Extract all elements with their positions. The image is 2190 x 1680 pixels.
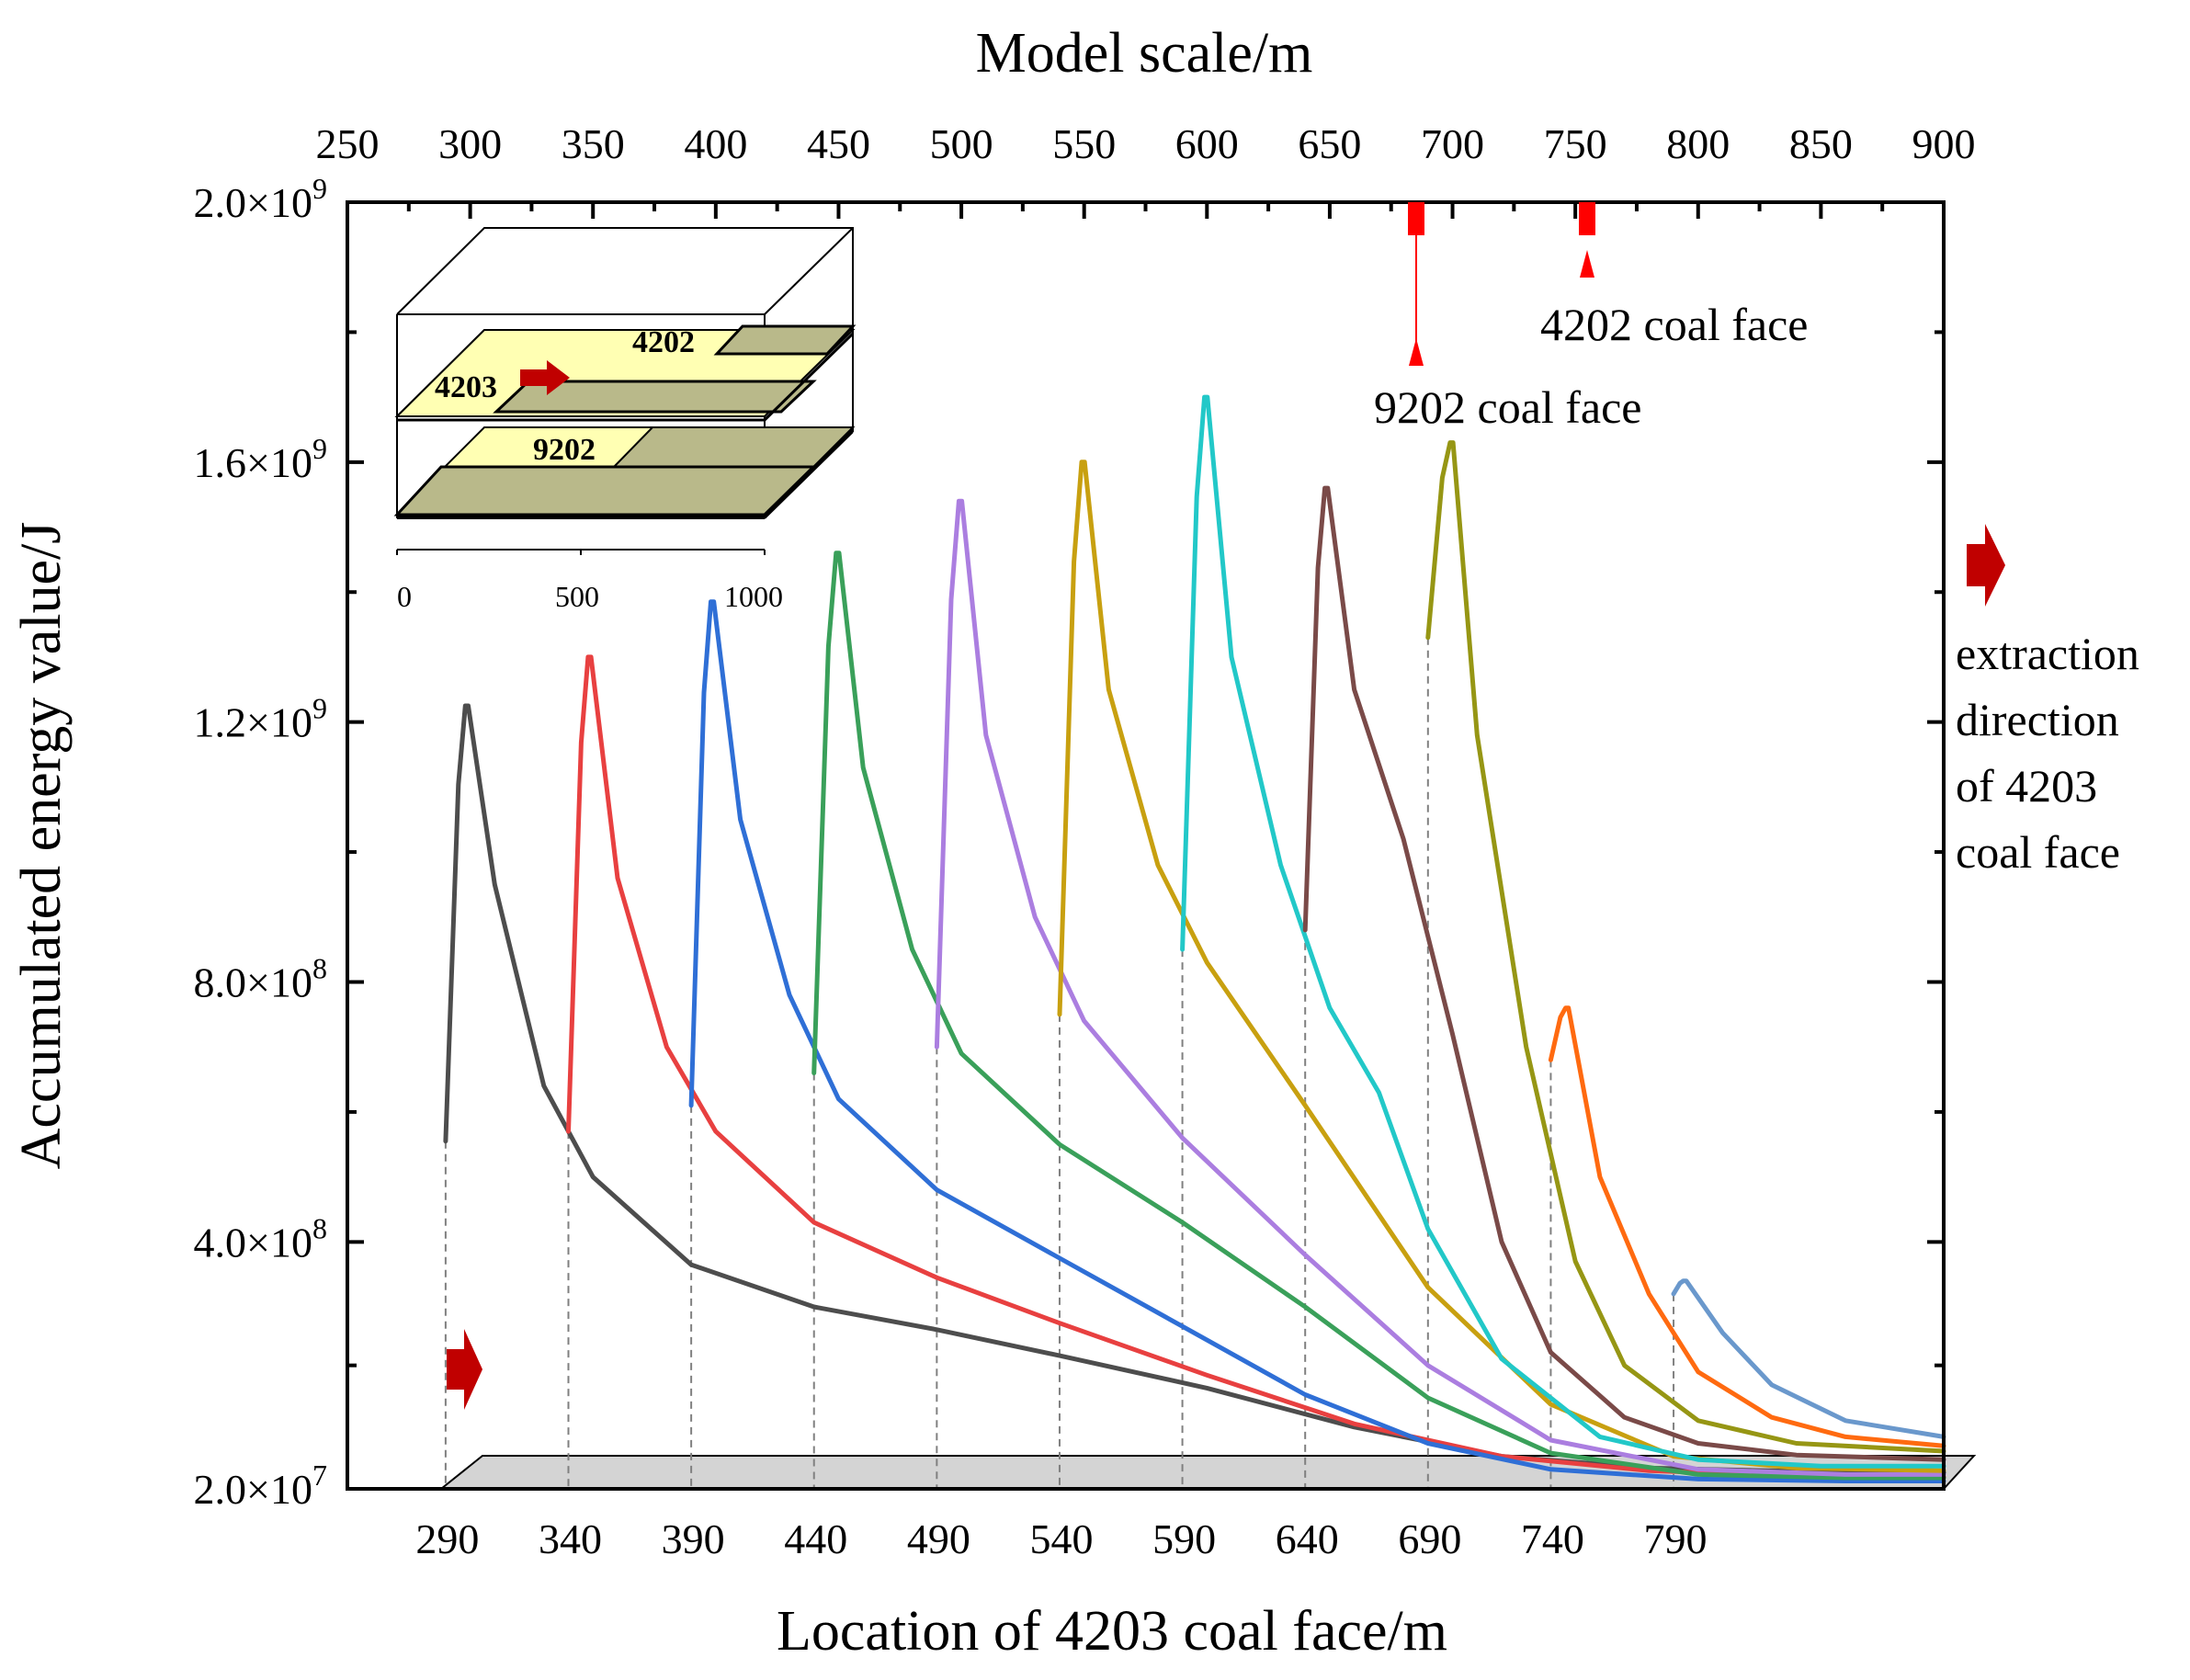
top-tick-label: 350: [562, 120, 625, 167]
side-text-4: coal face: [1956, 826, 2120, 878]
side-text-1: extraction: [1956, 628, 2139, 679]
x-axis-title: Location of 4203 coal face/m: [777, 1600, 1447, 1663]
inset-tick-0: 0: [397, 580, 412, 613]
series-line-440: [811, 551, 1946, 1481]
side-text-2: direction: [1956, 694, 2119, 745]
top-tick-label: 300: [438, 120, 502, 167]
inset-model: 4202 4203 9202 0 500 1000: [393, 227, 857, 613]
inset-label-4202: 4202: [632, 325, 695, 359]
series-line-590: [1180, 394, 1946, 1469]
bottom-tick-label: 640: [1276, 1515, 1339, 1562]
series-line-490: [934, 498, 1946, 1477]
inset-label-4203: 4203: [435, 370, 497, 404]
inset-label-9202: 9202: [533, 433, 596, 467]
annotation-9202: 9202 coal face: [1374, 381, 1642, 433]
series-line-290: [443, 703, 1946, 1475]
y-tick-label: 1.6×109: [194, 432, 327, 486]
series-line-690: [1425, 440, 1946, 1454]
y-tick-label: 4.0×108: [194, 1211, 327, 1266]
y-tick-label: 2.0×109: [194, 172, 327, 226]
bottom-tick-label: 340: [539, 1515, 602, 1562]
marker-9202: [1408, 202, 1424, 366]
top-tick-label: 750: [1544, 120, 1607, 167]
start-arrow-icon: [447, 1329, 482, 1410]
top-tick-label: 500: [930, 120, 993, 167]
series-line-390: [688, 599, 1946, 1483]
y-axis-title: Accumulated energy value/J: [10, 522, 73, 1170]
bottom-tick-label: 790: [1644, 1515, 1708, 1562]
series-line-740: [1548, 1005, 1946, 1448]
top-tick-label: 700: [1421, 120, 1484, 167]
bottom-tick-label: 540: [1029, 1515, 1093, 1562]
top-tick-label: 600: [1175, 120, 1239, 167]
bottom-tick-label: 390: [662, 1515, 725, 1562]
top-tick-label: 800: [1666, 120, 1730, 167]
inset-tick-1000: 1000: [724, 580, 783, 613]
side-text-3: of 4203: [1956, 760, 2097, 812]
bottom-tick-label: 490: [907, 1515, 970, 1562]
top-tick-label: 650: [1298, 120, 1361, 167]
top-tick-label: 400: [684, 120, 747, 167]
y-tick-label: 1.2×109: [194, 692, 327, 746]
marker-4202: [1579, 202, 1595, 278]
top-tick-label: 850: [1789, 120, 1853, 167]
top-tick-label: 550: [1052, 120, 1116, 167]
top-tick-label: 250: [316, 120, 380, 167]
annotation-4202: 4202 coal face: [1540, 299, 1809, 350]
x2-axis-title: Model scale/m: [976, 22, 1313, 85]
top-tick-label: 900: [1912, 120, 1976, 167]
series-line-790: [1671, 1278, 1946, 1439]
y-tick-label: 2.0×107: [194, 1459, 327, 1513]
series-line-640: [1302, 485, 1946, 1462]
inset-arrow-icon: [520, 360, 570, 395]
series-line-340: [566, 654, 1946, 1480]
bottom-tick-label: 290: [415, 1515, 479, 1562]
inset-tick-500: 500: [555, 580, 599, 613]
bottom-tick-label: 440: [784, 1515, 847, 1562]
y-tick-label: 8.0×108: [194, 951, 327, 1005]
series-line-540: [1057, 460, 1946, 1473]
direction-arrow-icon: [1967, 524, 2005, 607]
top-tick-label: 450: [807, 120, 870, 167]
guide-lines: [444, 637, 1675, 1489]
bottom-tick-label: 740: [1521, 1515, 1584, 1562]
series-group: [443, 394, 1946, 1483]
bottom-tick-label: 590: [1152, 1515, 1216, 1562]
ticks: 2.0×107 4.0×108 8.0×108 1.2×109 1.6×109 2.0×1…: [194, 120, 1976, 1562]
bottom-tick-label: 690: [1398, 1515, 1461, 1562]
